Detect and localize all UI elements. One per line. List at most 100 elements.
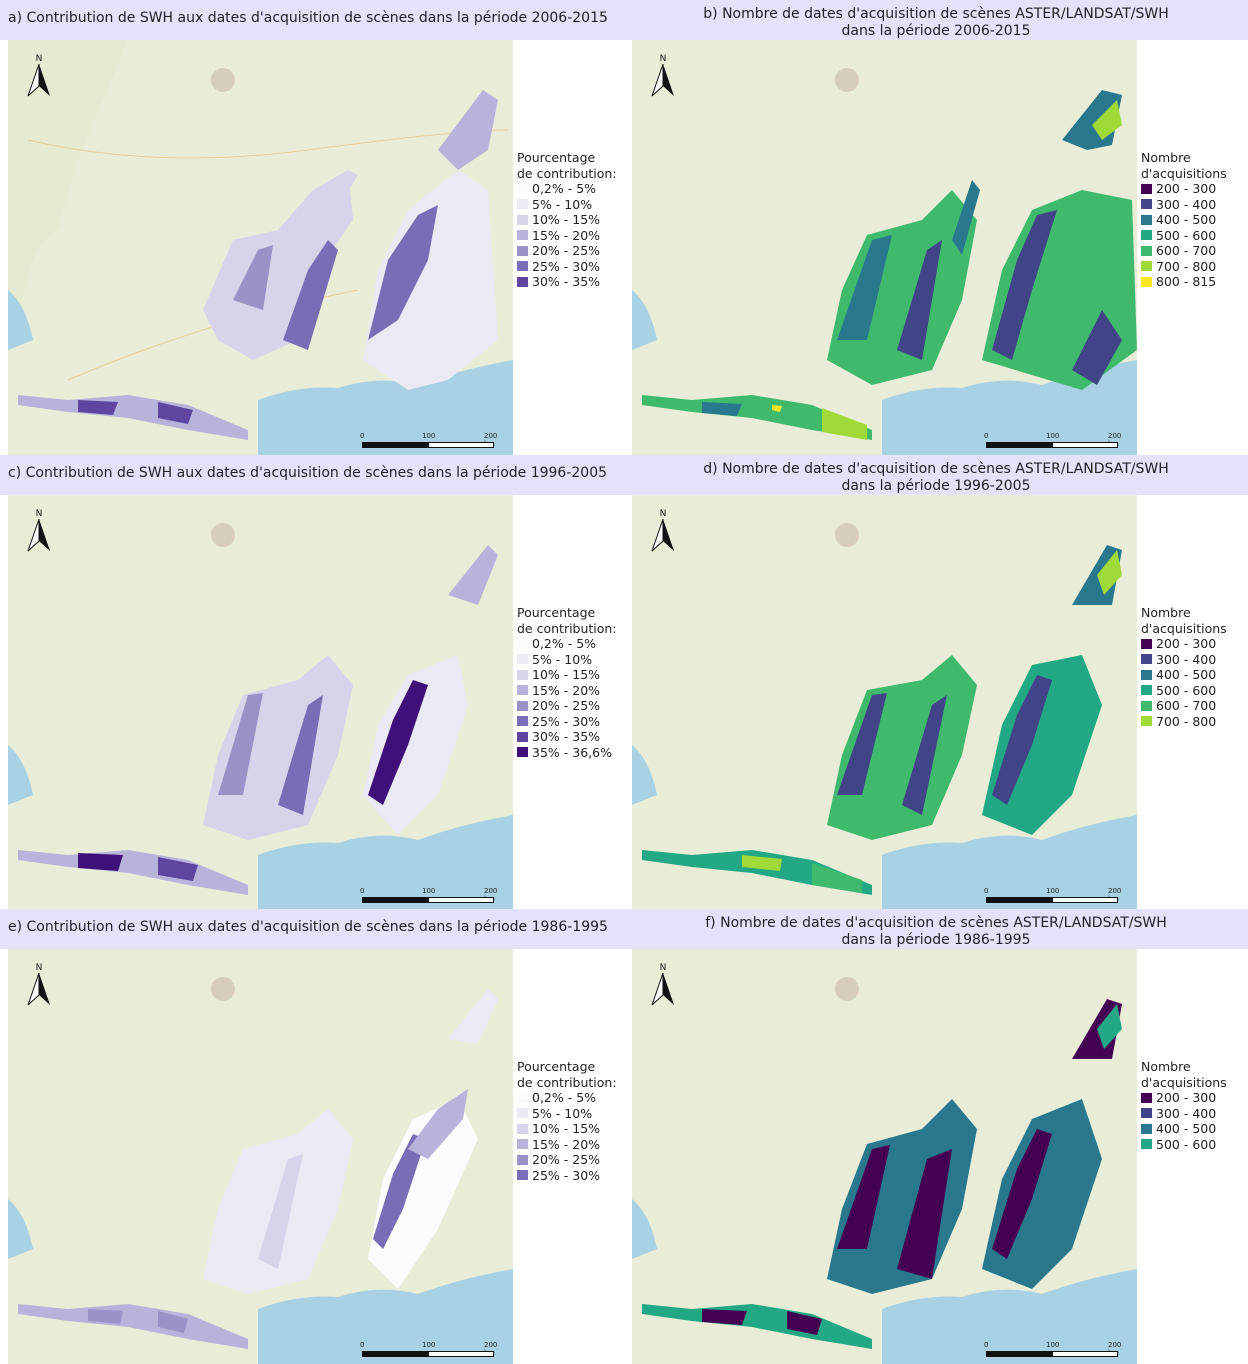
pyrenees-zone	[642, 395, 872, 440]
legend-swatch	[517, 654, 528, 665]
legend-item: 10% - 15%	[517, 667, 622, 683]
legend-item: 0,2% - 5%	[517, 636, 622, 652]
legend-swatch	[1141, 1139, 1152, 1150]
map-view[interactable]: N 0 100 200 km	[8, 40, 513, 455]
legend-label: 0,2% - 5%	[532, 636, 597, 651]
legend-item: 800 - 815	[1141, 274, 1246, 290]
legend-item: 20% - 25%	[517, 243, 622, 259]
legend-label: 700 - 800	[1156, 258, 1217, 274]
panel-d: d) Nombre de dates d'acquisition de scèn…	[624, 455, 1248, 910]
panel-f: f) Nombre de dates d'acquisition de scèn…	[624, 909, 1248, 1364]
legend-item: 25% - 30%	[517, 714, 622, 730]
legend-item: 15% - 20%	[517, 683, 622, 699]
panel-title-bar	[624, 0, 1248, 40]
legend-label: 400 - 500	[1156, 667, 1217, 682]
scale-bar: 0 100 200 km	[984, 887, 1124, 909]
panel-title-bar	[624, 909, 1248, 949]
legend-swatch	[517, 214, 528, 225]
legend-swatch	[517, 276, 528, 287]
legend-label: 15% - 20%	[532, 682, 601, 698]
legend-swatch	[1141, 183, 1152, 194]
legend-item: 25% - 30%	[517, 1168, 622, 1184]
map-view[interactable]: N 0 100 200 km	[632, 495, 1137, 910]
legend-label: 800 - 815	[1156, 274, 1217, 289]
map-view[interactable]: N 0 100 200 km	[8, 949, 513, 1364]
legend-swatch	[517, 1123, 528, 1134]
legend-label: 30% - 35%	[532, 729, 601, 744]
legend-label: 500 - 600	[1156, 227, 1217, 243]
pyrenees-zone	[642, 1304, 872, 1349]
north-arrow-icon: N	[651, 963, 674, 1006]
legend-swatch	[517, 747, 528, 758]
legend-swatch	[1141, 1108, 1152, 1119]
legend-swatch	[517, 638, 528, 649]
legend-label: 5% - 10%	[532, 1105, 593, 1121]
legend-item: 400 - 500	[1141, 667, 1246, 683]
legend-item: 10% - 15%	[517, 212, 622, 228]
legend: Nombre d'acquisitions 200 - 300 300 - 400…	[1141, 1059, 1246, 1152]
legend-swatch	[1141, 638, 1152, 649]
pyrenees-zone	[18, 1304, 248, 1349]
legend-swatch	[1141, 199, 1152, 210]
north-arrow-icon: N	[27, 54, 50, 97]
legend-label: 300 - 400	[1156, 196, 1217, 212]
panel-e: e) Contribution de SWH aux dates d'acqui…	[0, 909, 624, 1364]
legend-item: 35% - 36,6%	[517, 745, 622, 761]
north-arrow-icon: N	[27, 509, 50, 552]
panel-title: d) Nombre de dates d'acquisition de scèn…	[703, 461, 1169, 494]
legend-item: 400 - 500	[1141, 1121, 1246, 1137]
legend-item: 400 - 500	[1141, 212, 1246, 228]
legend-swatch	[1141, 214, 1152, 225]
legend-item: 300 - 400	[1141, 197, 1246, 213]
legend: Nombre d'acquisitions 200 - 300 300 - 400…	[1141, 150, 1246, 290]
legend-label: 10% - 15%	[532, 212, 601, 227]
legend-swatch	[1141, 685, 1152, 696]
legend-swatch	[517, 199, 528, 210]
legend-label: 600 - 700	[1156, 698, 1217, 713]
legend-swatch	[1141, 245, 1152, 256]
legend-item: 5% - 10%	[517, 652, 622, 668]
scale-bar: 0 100 200 km	[360, 887, 500, 909]
legend-label: 200 - 300	[1156, 636, 1217, 651]
pyrenees-zone	[18, 850, 248, 895]
panel-title: b) Nombre de dates d'acquisition de scèn…	[703, 6, 1169, 39]
scale-bar: 0 100 200 km	[984, 432, 1124, 454]
legend-label: 300 - 400	[1156, 651, 1217, 667]
legend: Pourcentage de contribution: 0,2% - 5% 5%…	[517, 1059, 622, 1183]
north-arrow-icon: N	[651, 54, 674, 97]
legend-swatch	[517, 1092, 528, 1103]
panel-title: e) Contribution de SWH aux dates d'acqui…	[8, 919, 608, 935]
legend-item: 500 - 600	[1141, 683, 1246, 699]
legend-label: 500 - 600	[1156, 1136, 1217, 1152]
legend-label: 500 - 600	[1156, 682, 1217, 698]
map-view[interactable]: N 0 100 200 km	[8, 495, 513, 910]
legend-label: 200 - 300	[1156, 1090, 1217, 1105]
legend-item: 15% - 20%	[517, 1137, 622, 1153]
map-view[interactable]: N 0 100 200 km	[632, 40, 1137, 455]
svg-text:N: N	[36, 54, 43, 64]
legend-item: 30% - 35%	[517, 729, 622, 745]
svg-text:N: N	[660, 54, 667, 64]
legend-item: 700 - 800	[1141, 259, 1246, 275]
legend-swatch	[1141, 230, 1152, 241]
legend-item: 600 - 700	[1141, 243, 1246, 259]
legend-label: 200 - 300	[1156, 181, 1217, 196]
legend-swatch	[1141, 669, 1152, 680]
legend-swatch	[517, 669, 528, 680]
legend-item: 700 - 800	[1141, 714, 1246, 730]
svg-text:N: N	[660, 963, 667, 973]
legend-swatch	[1141, 1123, 1152, 1134]
legend: Nombre d'acquisitions 200 - 300 300 - 400…	[1141, 605, 1246, 729]
legend-label: 15% - 20%	[532, 1136, 601, 1152]
panel-title: f) Nombre de dates d'acquisition de scèn…	[705, 915, 1167, 948]
panel-a: a) Contribution de SWH aux dates d'acqui…	[0, 0, 624, 455]
legend-item: 0,2% - 5%	[517, 181, 622, 197]
legend-label: 25% - 30%	[532, 1167, 601, 1183]
legend-item: 20% - 25%	[517, 1152, 622, 1168]
legend-item: 200 - 300	[1141, 636, 1246, 652]
north-arrow-icon: N	[651, 509, 674, 552]
north-arrow-icon: N	[27, 963, 50, 1006]
map-view[interactable]: N 0 100 200 km	[632, 949, 1137, 1364]
legend-label: 30% - 35%	[532, 274, 601, 289]
legend-item: 300 - 400	[1141, 652, 1246, 668]
